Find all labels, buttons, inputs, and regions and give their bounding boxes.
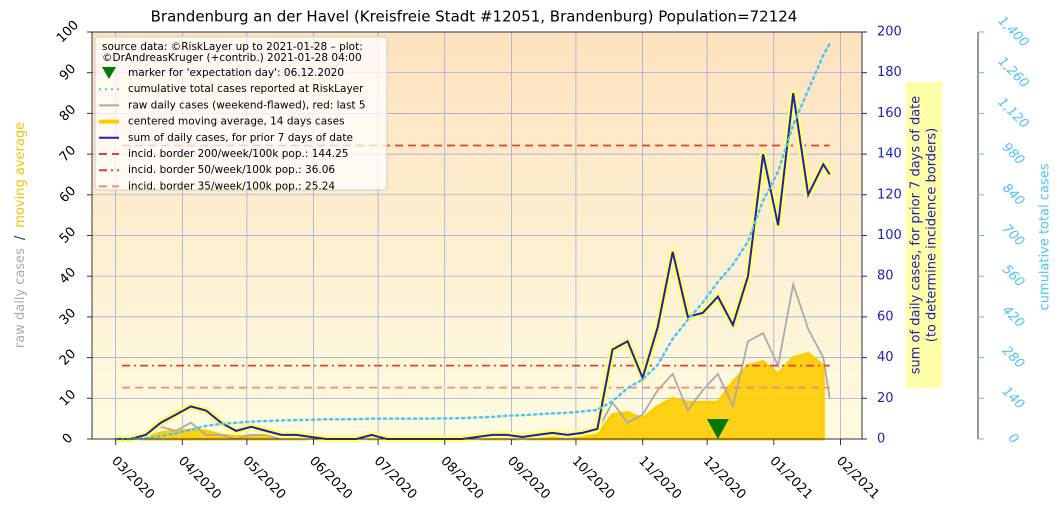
- legend-label: centered moving average, 14 days cases: [128, 116, 345, 128]
- y3-tick-label: 1,260: [995, 54, 1032, 91]
- expectation-marker: [706, 419, 729, 439]
- x-tick-label: 03/2020: [108, 454, 157, 503]
- y2-axis-label: (to determine incidence borders): [925, 128, 940, 343]
- x-tick-label: 10/2020: [569, 454, 618, 503]
- y2-tick-label: 120: [877, 187, 902, 202]
- y2-tick-label: 80: [877, 269, 894, 284]
- y3-tick-label: 840: [999, 181, 1027, 209]
- legend-note: source data: ©RiskLayer up to 2021-01-28…: [102, 41, 363, 53]
- x-tick-label: 12/2020: [700, 454, 749, 503]
- legend-box: [94, 36, 388, 191]
- y3-tick-label: 700: [999, 221, 1027, 249]
- chart-title: Brandenburg an der Havel (Kreisfreie Sta…: [151, 8, 798, 26]
- y3-tick-label: 1,120: [995, 95, 1032, 132]
- y-tick-label: 90: [57, 62, 79, 84]
- x-tick-label: 06/2020: [306, 454, 355, 503]
- y-label-ma: moving average: [13, 122, 28, 228]
- sum-line: [115, 92, 831, 440]
- y3-tick-label: 280: [999, 344, 1027, 372]
- y-tick-label: 40: [57, 265, 79, 287]
- y3-axis-label: cumulative total cases: [1038, 163, 1053, 310]
- y-axis-label: raw daily cases / moving average: [13, 122, 28, 348]
- y-tick-label: 30: [57, 306, 79, 328]
- y-tick-label: 20: [57, 346, 79, 368]
- y-tick-label: 50: [57, 224, 79, 246]
- legend-label: cumulative total cases reported at RiskL…: [128, 83, 364, 95]
- y3-tick-label: 560: [999, 262, 1027, 290]
- y3-tick-label: 0: [1005, 431, 1021, 447]
- y2-tick-label: 60: [877, 309, 894, 324]
- y2-tick-label: 200: [877, 25, 902, 40]
- legend-label: sum of daily cases, for prior 7 days of …: [128, 132, 353, 144]
- y-tick-label: 70: [57, 143, 79, 165]
- x-tick-label: 04/2020: [175, 454, 224, 503]
- y3-tick-label: 980: [999, 140, 1027, 168]
- y3-tick-label: 1,400: [995, 14, 1032, 51]
- x-tick-label: 02/2021: [833, 454, 882, 503]
- x-tick-label: 08/2020: [437, 454, 486, 503]
- y-tick-label: 0: [60, 431, 76, 447]
- y3-tick-label: 140: [999, 384, 1027, 412]
- y2-tick-label: 40: [877, 350, 894, 365]
- y2-tick-label: 180: [877, 65, 902, 80]
- y2-tick-label: 20: [877, 391, 894, 406]
- x-tick-label: 05/2020: [240, 454, 289, 503]
- legend-label: incid. border 35/week/100k pop.: 25.24: [128, 180, 335, 192]
- legend-label: incid. border 50/week/100k pop.: 36.06: [128, 164, 335, 176]
- y2-tick-label: 100: [877, 228, 902, 243]
- y-tick-label: 10: [57, 387, 79, 409]
- y-tick-label: 80: [57, 102, 79, 124]
- series-line: [114, 42, 831, 441]
- legend-icon: [102, 67, 116, 79]
- y2-axis-label: sum of daily cases, for prior 7 days of …: [909, 96, 924, 375]
- y2-tick-label: 0: [877, 432, 885, 447]
- y2-tick-label: 140: [877, 147, 902, 162]
- y-tick-label: 100: [54, 18, 82, 46]
- y-label-sep: /: [13, 235, 28, 240]
- x-tick-label: 11/2020: [635, 454, 684, 503]
- y2-label-box: [906, 82, 942, 388]
- legend-label: incid. border 200/week/100k pop.: 144.25: [128, 148, 348, 160]
- legend-note: ©DrAndreasKruger (+contrib.) 2021-01-28 …: [102, 52, 362, 64]
- y-label-raw: raw daily cases: [13, 248, 28, 348]
- x-tick-label: 07/2020: [371, 454, 420, 503]
- x-tick-label: 09/2020: [504, 454, 553, 503]
- y3-tick-label: 420: [999, 303, 1027, 331]
- y2-tick-label: 160: [877, 106, 902, 121]
- y-tick-label: 60: [57, 184, 79, 206]
- legend-label: raw daily cases (weekend-flawed), red: l…: [128, 99, 366, 111]
- x-tick-label: 01/2021: [767, 454, 816, 503]
- legend-label: marker for 'expectation day': 06.12.2020: [128, 67, 344, 79]
